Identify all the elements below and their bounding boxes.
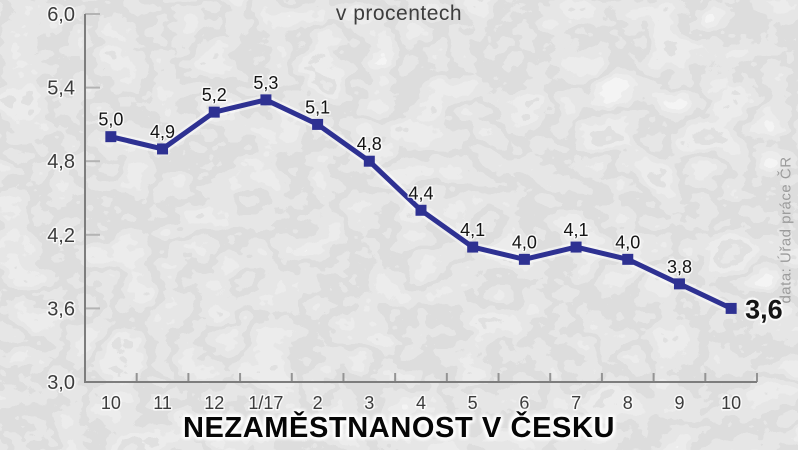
trend-line-halo bbox=[105, 94, 737, 314]
point-labels: 5,0 4,9 5,2 5,3 5,1 4,8 4,4 4,1 4,0 4,1 4,0 3,8 3,6 bbox=[97, 71, 785, 326]
data-point-marker bbox=[363, 155, 375, 167]
x-axis-label: 9 bbox=[674, 393, 684, 413]
data-point-marker bbox=[622, 253, 634, 265]
data-point-label: 4,1 bbox=[460, 220, 485, 240]
data-point-label: 4,4 bbox=[408, 183, 433, 203]
data-point-marker bbox=[725, 302, 737, 314]
x-axis-label: 8 bbox=[623, 393, 633, 413]
axis-line bbox=[84, 14, 757, 383]
data-point-label: 4,8 bbox=[357, 134, 382, 154]
y-axis-label: 5,4 bbox=[47, 78, 75, 100]
x-axis-label: 12 bbox=[204, 393, 224, 413]
data-point-marker bbox=[518, 253, 530, 265]
y-axis-label: 3,6 bbox=[47, 298, 75, 320]
x-axis-label: 7 bbox=[571, 393, 581, 413]
x-axis-label: 11 bbox=[153, 393, 172, 413]
data-point-label: 4,9 bbox=[150, 122, 175, 142]
data-point-label: 5,3 bbox=[253, 73, 278, 93]
x-axis-label: 6 bbox=[519, 393, 529, 413]
data-point-label: 3,8 bbox=[667, 257, 692, 277]
x-axis-label: 3 bbox=[364, 393, 374, 413]
y-axis-label: 4,2 bbox=[47, 225, 75, 247]
data-point-marker bbox=[415, 204, 427, 216]
data-point-marker bbox=[208, 106, 220, 118]
data-point-label: 5,0 bbox=[98, 110, 123, 130]
chart-subtitle: v procentech bbox=[335, 2, 463, 25]
data-point-marker bbox=[673, 278, 685, 290]
data-point-label: 5,1 bbox=[305, 97, 330, 117]
data-point-marker bbox=[467, 241, 479, 253]
data-point-label: 4,0 bbox=[615, 232, 640, 252]
data-point-label: 4,1 bbox=[564, 220, 589, 240]
x-axis-label: 10 bbox=[101, 393, 121, 413]
x-axis-label: 2 bbox=[313, 393, 323, 413]
source-credit: data: Úřad práce ČR bbox=[777, 156, 795, 304]
x-axis-label: 10 bbox=[721, 393, 741, 413]
data-point-marker bbox=[105, 131, 117, 143]
data-point-label: 5,2 bbox=[202, 85, 227, 105]
x-axis-label: 1/17 bbox=[248, 393, 283, 413]
line-series bbox=[105, 94, 737, 314]
chart-title: NEZAMĚSTNANOST V ČESKU bbox=[182, 412, 616, 444]
y-axis-label: 3,0 bbox=[47, 372, 75, 394]
data-point-marker bbox=[157, 143, 169, 155]
data-point-marker bbox=[312, 118, 324, 130]
data-point-label-latest: 3,6 bbox=[745, 294, 783, 324]
data-point-marker bbox=[260, 94, 272, 106]
data-point-label: 4,0 bbox=[512, 232, 537, 252]
y-axis-label: 4,8 bbox=[47, 151, 75, 173]
data-point-marker bbox=[570, 241, 582, 253]
y-axis-label: 6,0 bbox=[47, 4, 75, 26]
axes: 3,0 3,6 4,2 4,8 5,4 6,0 10 11 12 1/17 2 3 4 5 6 7 8 9 10 bbox=[46, 3, 758, 415]
x-axis-label: 4 bbox=[416, 393, 426, 413]
x-axis-label: 5 bbox=[468, 393, 478, 413]
